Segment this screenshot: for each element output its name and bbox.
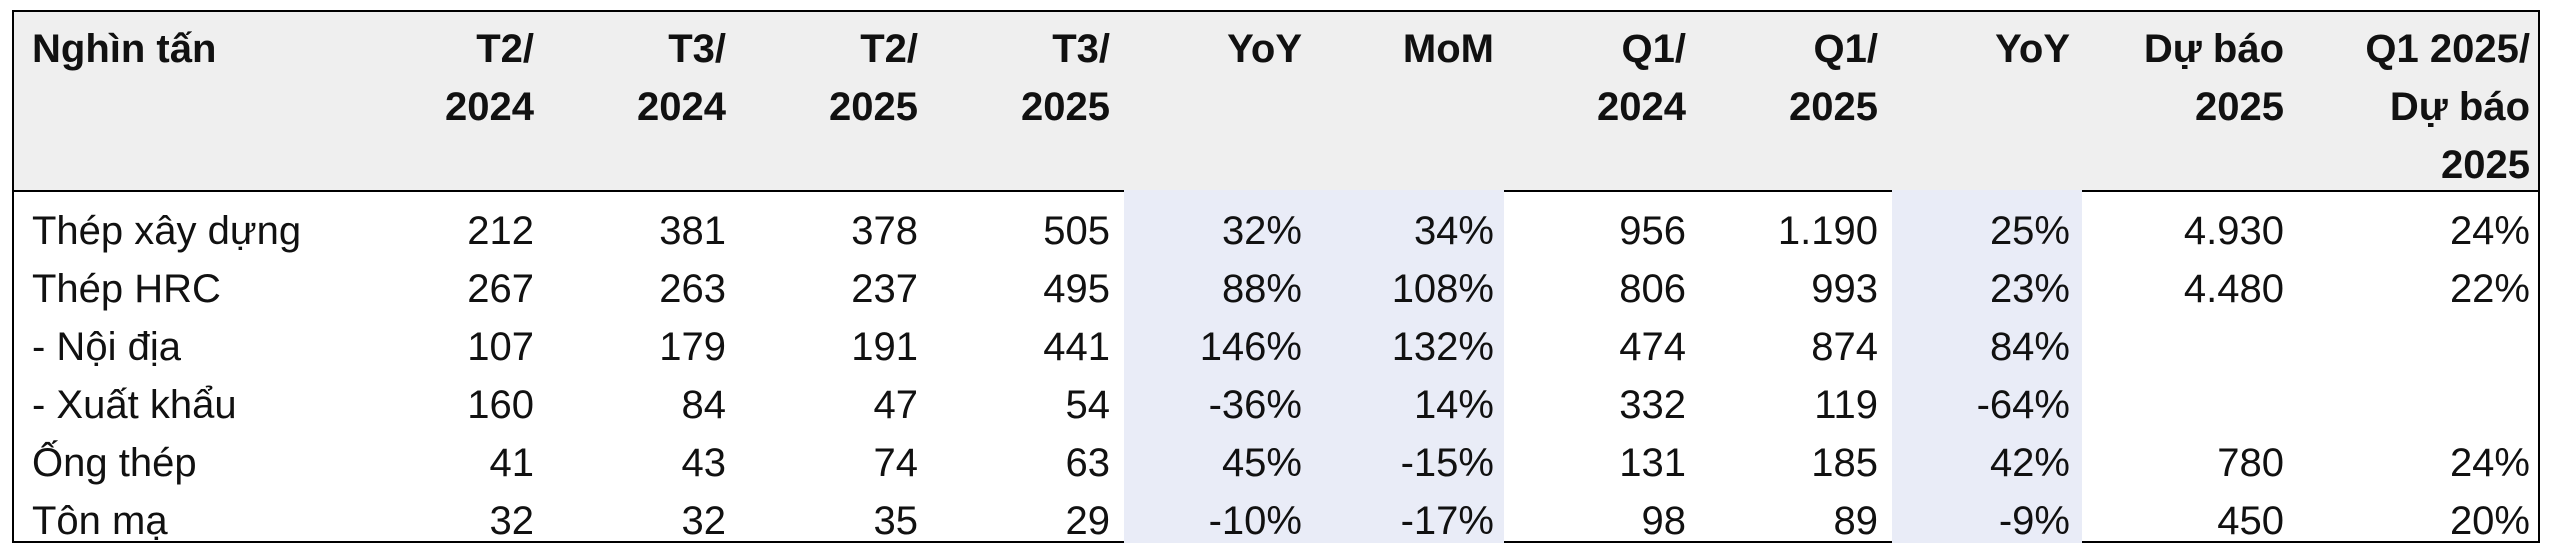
value-t3-2025: 441 [1043, 325, 1110, 369]
value-yoy-month: -10% [1208, 499, 1302, 543]
row-label: Thép HRC [32, 267, 221, 311]
value-yoy-quarter: 23% [1989, 267, 2070, 311]
header-q1-2024: Q1/2024 [1597, 27, 1686, 129]
header-yoy-month: YoY [1227, 27, 1302, 71]
value-q1-2025: 185 [1811, 441, 1878, 485]
value-q1-2025: 874 [1811, 325, 1878, 369]
value-forecast-2025: 4.930 [2183, 209, 2284, 253]
quarterly-growth-highlight [1892, 190, 2082, 543]
value-yoy-quarter: -9% [1998, 499, 2070, 543]
header-unit: Nghìn tấn [32, 27, 217, 71]
value-t3-2025: 495 [1043, 267, 1110, 311]
value-t2-2024: 160 [467, 383, 534, 427]
value-q1-vs-forecast: 22% [2449, 267, 2530, 311]
table-row: - Xuất khẩu 160 84 47 54 -36% 14% 332 11… [14, 376, 2538, 434]
value-q1-2024: 98 [1641, 499, 1687, 543]
value-yoy-month: 45% [1221, 441, 1302, 485]
header-t3-2025: T3/2025 [1021, 27, 1110, 129]
value-forecast-2025: 780 [2217, 441, 2284, 485]
value-t2-2024: 41 [489, 441, 535, 485]
value-t3-2025: 29 [1065, 499, 1111, 543]
value-mom: -15% [1400, 441, 1494, 485]
header-q1-vs-forecast: Q1 2025/Dự báo 2025 [2365, 27, 2530, 187]
value-yoy-month: 88% [1221, 267, 1302, 311]
value-t2-2025: 237 [851, 267, 918, 311]
row-label: Tôn mạ [32, 499, 168, 543]
row-label: Thép xây dựng [32, 209, 302, 253]
header-forecast-2025: Dự báo 2025 [2143, 27, 2284, 129]
steel-consumption-table: Nghìn tấn T2/2024 T3/2024 T2/2025 T3/202… [12, 10, 2540, 543]
value-q1-2025: 89 [1833, 499, 1879, 543]
value-q1-vs-forecast: 24% [2449, 441, 2530, 485]
value-t2-2025: 74 [873, 441, 919, 485]
monthly-growth-highlight [1124, 190, 1504, 543]
value-yoy-month: -36% [1208, 383, 1302, 427]
table-row: Ống thép 41 43 74 63 45% -15% 131 185 42… [14, 434, 2538, 492]
value-q1-2024: 956 [1619, 209, 1686, 253]
value-q1-2024: 332 [1619, 383, 1686, 427]
row-label: - Xuất khẩu [32, 383, 237, 427]
table-row: Thép xây dựng 212 381 378 505 32% 34% 95… [14, 202, 2538, 260]
value-mom: 108% [1391, 267, 1494, 311]
row-label: - Nội địa [32, 325, 181, 369]
table-row: - Nội địa 107 179 191 441 146% 132% 474 … [14, 318, 2538, 376]
value-t2-2024: 267 [467, 267, 534, 311]
value-mom: 132% [1391, 325, 1494, 369]
table-row: Thép HRC 267 263 237 495 88% 108% 806 99… [14, 260, 2538, 318]
header-t2-2024: T2/2024 [445, 27, 534, 129]
value-yoy-quarter: 25% [1989, 209, 2070, 253]
value-t2-2024: 32 [489, 499, 535, 543]
header-mom: MoM [1402, 27, 1494, 71]
value-t3-2025: 505 [1043, 209, 1110, 253]
value-yoy-month: 146% [1199, 325, 1302, 369]
value-forecast-2025: 450 [2217, 499, 2284, 543]
value-q1-vs-forecast: 24% [2449, 209, 2530, 253]
value-t2-2025: 35 [873, 499, 919, 543]
value-t2-2025: 378 [851, 209, 918, 253]
value-t3-2024: 84 [681, 383, 727, 427]
value-t3-2024: 32 [681, 499, 727, 543]
value-q1-2024: 806 [1619, 267, 1686, 311]
header-t2-2025: T2/2025 [829, 27, 918, 129]
value-t3-2025: 63 [1065, 441, 1111, 485]
table-header: Nghìn tấn T2/2024 T3/2024 T2/2025 T3/202… [14, 12, 2538, 192]
row-label: Ống thép [32, 441, 197, 485]
value-mom: -17% [1400, 499, 1494, 543]
value-t3-2025: 54 [1065, 383, 1111, 427]
value-q1-2025: 1.190 [1777, 209, 1878, 253]
value-yoy-quarter: -64% [1976, 383, 2070, 427]
header-yoy-quarter: YoY [1995, 27, 2070, 71]
value-t2-2024: 212 [467, 209, 534, 253]
value-q1-2025: 993 [1811, 267, 1878, 311]
value-q1-vs-forecast: 20% [2449, 499, 2530, 543]
header-t3-2024: T3/2024 [637, 27, 726, 129]
value-yoy-month: 32% [1221, 209, 1302, 253]
value-t2-2025: 191 [851, 325, 918, 369]
value-yoy-quarter: 42% [1989, 441, 2070, 485]
value-mom: 14% [1413, 383, 1494, 427]
value-mom: 34% [1413, 209, 1494, 253]
value-t3-2024: 179 [659, 325, 726, 369]
value-t2-2024: 107 [467, 325, 534, 369]
value-q1-2024: 131 [1619, 441, 1686, 485]
value-t3-2024: 263 [659, 267, 726, 311]
value-t3-2024: 43 [681, 441, 727, 485]
value-q1-2025: 119 [1814, 383, 1878, 427]
value-q1-2024: 474 [1619, 325, 1686, 369]
value-forecast-2025: 4.480 [2183, 267, 2284, 311]
value-t2-2025: 47 [873, 383, 919, 427]
header-q1-2025: Q1/2025 [1789, 27, 1878, 129]
table-row: Tôn mạ 32 32 35 29 -10% -17% 98 89 -9% 4… [14, 492, 2538, 550]
value-yoy-quarter: 84% [1989, 325, 2070, 369]
value-t3-2024: 381 [659, 209, 726, 253]
